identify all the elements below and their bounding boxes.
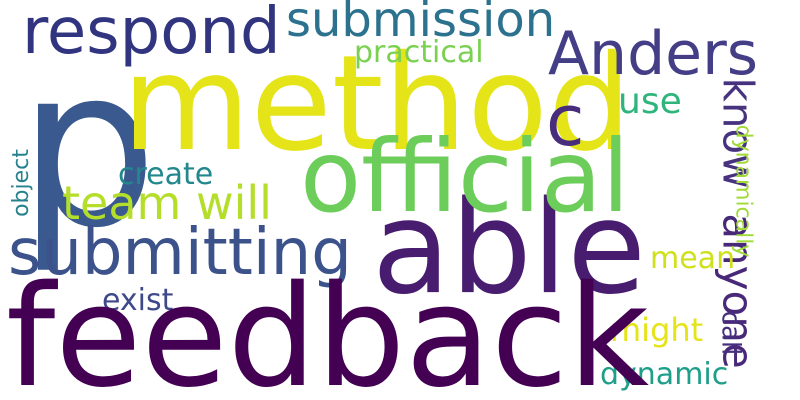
word-dynamic: dynamic: [600, 357, 729, 392]
word-mean: mean: [650, 241, 736, 276]
word-method: method: [122, 27, 632, 181]
word-exist: exist: [102, 283, 174, 318]
word-team-will: team will: [62, 176, 272, 230]
word-p: p: [18, 20, 158, 276]
word-feedback: feedback: [6, 256, 650, 400]
word-call: call: [715, 310, 746, 356]
word-respond: respond: [22, 0, 281, 69]
word-create: create: [118, 157, 214, 192]
word-c: c: [546, 80, 585, 162]
word-submission: submission: [286, 0, 556, 48]
word-official: official: [300, 118, 630, 235]
word-use: use: [618, 81, 682, 122]
word-might: might: [610, 311, 704, 349]
word-able: able: [372, 174, 646, 323]
word-submitting: submitting: [8, 216, 352, 290]
word-object: object: [8, 149, 34, 217]
word-practical: practical: [354, 35, 484, 70]
word-anders: Anders: [548, 19, 758, 89]
word-dynamically: dynamically: [730, 124, 756, 258]
